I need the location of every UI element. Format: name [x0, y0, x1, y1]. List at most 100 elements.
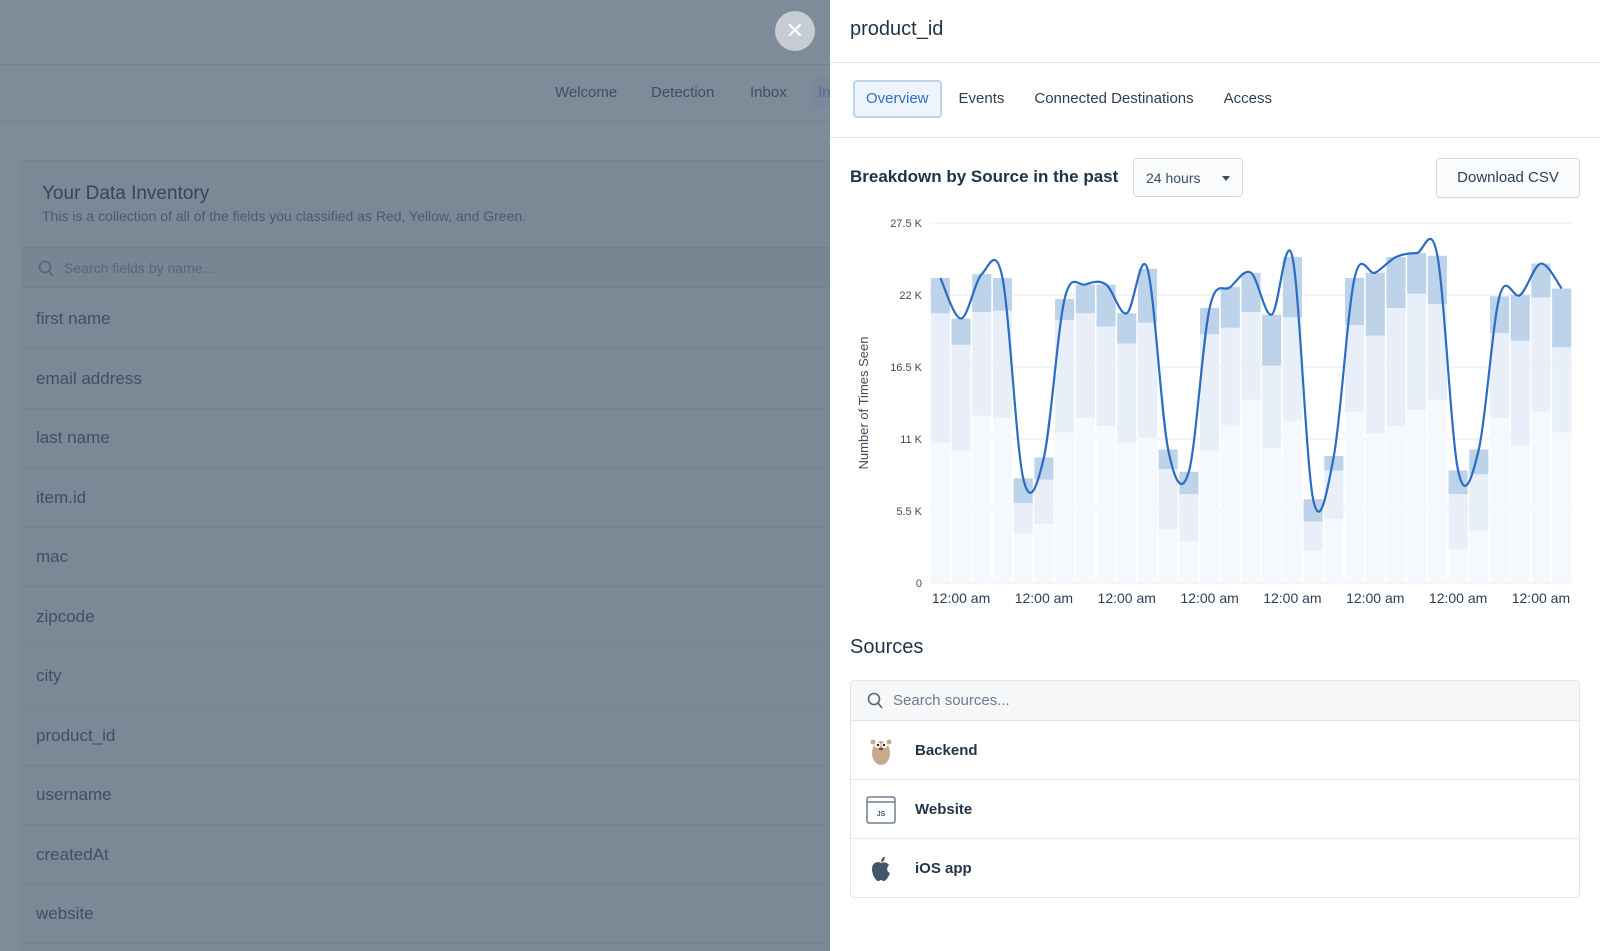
- bar-segment: [1158, 529, 1178, 583]
- bar-segment: [1489, 332, 1510, 419]
- search-icon: [867, 692, 883, 709]
- bar-segment: [1282, 317, 1302, 421]
- bar-segment: [1034, 524, 1054, 583]
- caret-down-icon: [1222, 176, 1230, 181]
- bar-segment: [1075, 418, 1095, 583]
- bar-segment: [1220, 287, 1240, 328]
- top-bar: [0, 0, 830, 65]
- nav-inventory[interactable]: In: [812, 76, 830, 109]
- card-title: Your Data Inventory: [42, 183, 210, 204]
- source-row-website[interactable]: JS Website: [851, 780, 1579, 839]
- breakdown-chart: 0 5.5 K 11 K 16.5 K 22 K 27.5 K Number of Time…: [856, 218, 1572, 606]
- source-row-backend[interactable]: Backend: [851, 721, 1579, 780]
- bar-segment: [1013, 533, 1033, 583]
- nav-detection[interactable]: Detection: [651, 84, 715, 101]
- card-subtitle: This is a collection of all of the field…: [42, 208, 527, 224]
- time-range-select[interactable]: 24 hours: [1133, 158, 1243, 197]
- sources-heading: Sources: [850, 636, 924, 658]
- sources-list: Backend JS Website iOS app: [850, 680, 1580, 898]
- field-row[interactable]: zipcode: [22, 587, 830, 647]
- bar-segment: [1344, 277, 1365, 326]
- field-row[interactable]: createdAt: [22, 825, 830, 885]
- bar-segment: [1179, 541, 1199, 583]
- bar-segment: [1324, 456, 1344, 471]
- tab-events[interactable]: Events: [958, 90, 1005, 107]
- field-row[interactable]: email address: [22, 349, 830, 409]
- y-axis-label: Number of Times Seen: [856, 337, 871, 470]
- x-tick-label: 12:00 am: [1180, 590, 1238, 606]
- y-tick-label: 0: [916, 578, 922, 590]
- bar-segment: [1324, 470, 1344, 519]
- bar-segment: [992, 277, 1013, 311]
- bar-segment: [1303, 499, 1323, 522]
- tab-overview[interactable]: Overview: [853, 80, 942, 118]
- nav-inbox[interactable]: Inbox: [750, 84, 787, 101]
- bar-segment: [992, 310, 1013, 419]
- field-search[interactable]: Search fields by name...: [22, 247, 830, 288]
- bar-segment: [1241, 272, 1261, 313]
- bar-segment: [1200, 308, 1220, 335]
- bar-segment: [1531, 411, 1551, 583]
- close-icon: ✕: [785, 18, 805, 43]
- field-row[interactable]: item.id: [22, 468, 830, 528]
- field-row[interactable]: mac: [22, 527, 830, 587]
- bar-segment: [992, 418, 1013, 583]
- bar-segment: [1013, 478, 1033, 504]
- bar-segment: [1262, 365, 1282, 449]
- sources-search-input[interactable]: [893, 681, 1493, 719]
- bar-segment: [1117, 442, 1137, 583]
- bar-segment: [1386, 425, 1406, 583]
- field-row[interactable]: first name: [22, 289, 830, 349]
- field-row[interactable]: last name: [22, 408, 830, 468]
- bar-segment: [1013, 503, 1033, 534]
- tab-access[interactable]: Access: [1223, 90, 1272, 107]
- sources-search: [851, 681, 1579, 721]
- bar-segment: [1158, 449, 1178, 470]
- data-inventory-card: Your Data Inventory This is a collection…: [21, 160, 830, 951]
- breakdown-title: Breakdown by Source in the past: [850, 167, 1119, 186]
- close-button[interactable]: ✕: [775, 11, 815, 51]
- bar-segment: [1179, 471, 1199, 494]
- bar-segment: [1303, 521, 1323, 551]
- drawer-tabs: Overview Events Connected Destinations A…: [853, 80, 1287, 118]
- bar-segment: [1448, 548, 1468, 583]
- tab-connected-destinations[interactable]: Connected Destinations: [1034, 90, 1194, 107]
- nav-welcome[interactable]: Welcome: [555, 84, 618, 101]
- source-row-ios-app[interactable]: iOS app: [851, 839, 1579, 897]
- drawer-title: product_id: [850, 18, 944, 40]
- bar-segment: [1448, 493, 1468, 549]
- bar-segment: [1427, 255, 1447, 305]
- bar-segment: [1531, 263, 1551, 298]
- gopher-icon: [870, 739, 892, 765]
- bar-segment: [972, 274, 992, 313]
- y-tick-label: 16.5 K: [890, 362, 922, 374]
- field-row[interactable]: website: [22, 884, 830, 944]
- search-placeholder: Search fields by name...: [64, 260, 215, 276]
- bar-segment: [1096, 284, 1116, 327]
- x-tick-label: 12:00 am: [1015, 590, 1073, 606]
- x-tick-label: 12:00 am: [1512, 590, 1570, 606]
- field-detail-drawer: product_id Overview Events Connected Des…: [830, 0, 1600, 951]
- y-tick-label: 22 K: [899, 290, 922, 302]
- bar-segment: [1489, 296, 1510, 333]
- bar-segment: [930, 313, 950, 443]
- bar-segment: [1510, 295, 1530, 341]
- field-row[interactable]: username: [22, 765, 830, 825]
- x-tick-label: 12:00 am: [932, 590, 990, 606]
- search-icon: [38, 260, 54, 277]
- bar-segment: [1179, 493, 1199, 542]
- bar-segment: [1386, 308, 1406, 426]
- bar-segment: [1137, 437, 1158, 583]
- field-row[interactable]: city: [22, 646, 830, 706]
- bar-segment: [1469, 530, 1489, 583]
- download-csv-button[interactable]: Download CSV: [1436, 158, 1580, 198]
- y-tick-label: 27.5 K: [890, 218, 922, 230]
- background-page: Welcome Detection Inbox In Your Data Inv…: [0, 0, 830, 951]
- main-nav: Welcome Detection Inbox In: [0, 66, 830, 122]
- field-row[interactable]: product_id: [22, 706, 830, 766]
- bar-segment: [1055, 319, 1075, 433]
- bar-segment: [1552, 288, 1572, 348]
- x-tick-label: 12:00 am: [1263, 590, 1321, 606]
- bar-segment: [1282, 420, 1302, 583]
- bar-segment: [1262, 314, 1282, 366]
